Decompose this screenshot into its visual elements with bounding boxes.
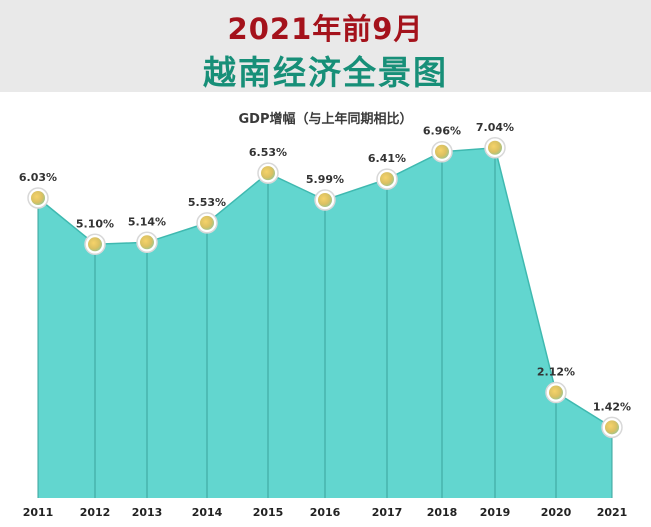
value-label-2012: 5.10% — [76, 217, 114, 230]
data-point-2019 — [484, 137, 506, 159]
value-label-2018: 6.96% — [423, 125, 461, 138]
data-point-2018 — [431, 140, 453, 163]
x-tick-2019: 2019 — [480, 506, 511, 519]
header-banner: 2021年前9月 越南经济全景图 — [0, 0, 651, 92]
data-point-2013 — [136, 231, 158, 254]
data-point-2014 — [196, 212, 218, 234]
x-tick-2012: 2012 — [80, 506, 111, 519]
x-tick-2013: 2013 — [132, 506, 163, 519]
x-tick-2011: 2011 — [23, 506, 54, 519]
x-tick-2021: 2021 — [597, 506, 628, 519]
data-point-2017 — [376, 168, 398, 190]
x-tick-2015: 2015 — [253, 506, 284, 519]
data-point-2021 — [601, 416, 623, 439]
value-label-2019: 7.04% — [476, 121, 514, 134]
value-label-2016: 5.99% — [306, 173, 344, 186]
data-point-2012 — [84, 233, 106, 256]
title-line-2: 越南经济全景图 — [203, 53, 448, 92]
title-line-1: 2021年前9月 — [227, 12, 424, 46]
x-tick-2020: 2020 — [541, 506, 572, 519]
data-point-2020 — [545, 381, 567, 404]
x-tick-2018: 2018 — [427, 506, 458, 519]
value-label-2021: 1.42% — [593, 400, 631, 413]
value-label-2014: 5.53% — [188, 196, 226, 209]
data-point-2015 — [257, 162, 279, 184]
value-label-2020: 2.12% — [537, 366, 575, 379]
value-label-2015: 6.53% — [249, 146, 287, 159]
x-tick-2016: 2016 — [310, 506, 341, 519]
x-tick-2017: 2017 — [372, 506, 403, 519]
x-tick-2014: 2014 — [192, 506, 223, 519]
value-label-2013: 5.14% — [128, 215, 166, 228]
chart-title: GDP增幅（与上年同期相比） — [238, 112, 413, 127]
value-label-2011: 6.03% — [19, 171, 57, 184]
data-point-2011 — [27, 187, 49, 209]
data-point-2016 — [314, 189, 336, 211]
value-label-2017: 6.41% — [368, 152, 406, 165]
